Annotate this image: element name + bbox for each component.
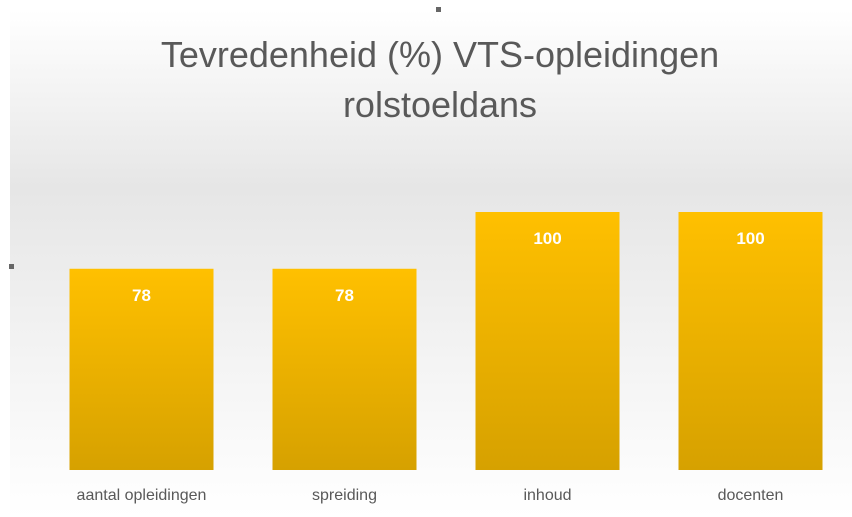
bar — [475, 212, 620, 470]
data-label: 78 — [335, 286, 354, 305]
plot: 78 aantal opleidingen 78 spreiding 100 inhoud… — [69, 212, 823, 504]
resize-handle — [9, 264, 14, 269]
x-tick-label: aantal opleidingen — [77, 487, 207, 504]
resize-handle — [436, 7, 441, 12]
bar — [69, 268, 214, 470]
bar — [678, 212, 823, 470]
data-label: 78 — [132, 286, 151, 305]
bar — [272, 268, 417, 470]
data-label: 100 — [736, 229, 764, 248]
data-label: 100 — [533, 229, 561, 248]
chart-title: Tevredenheid (%) VTS-opleidingen rolstoe… — [160, 34, 720, 125]
x-tick-label: docenten — [718, 487, 784, 504]
x-tick-label: spreiding — [312, 487, 377, 504]
x-tick-label: inhoud — [523, 487, 571, 504]
